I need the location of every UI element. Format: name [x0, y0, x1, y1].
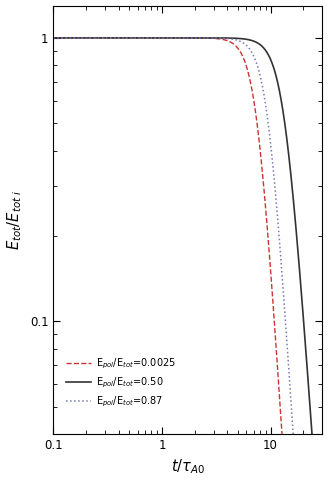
E$_{pol}$/E$_{tot}$=0.0025: [98, 35, 102, 41]
E$_{pol}$/E$_{tot}$=0.50: [154, 35, 158, 41]
E$_{pol}$/E$_{tot}$=0.50: [286, 147, 290, 153]
E$_{pol}$/E$_{tot}$=0.50: [51, 35, 55, 41]
E$_{pol}$/E$_{tot}$=0.0025: [51, 35, 55, 41]
Line: E$_{pol}$/E$_{tot}$=0.50: E$_{pol}$/E$_{tot}$=0.50: [53, 38, 322, 482]
E$_{pol}$/E$_{tot}$=0.87: [82, 35, 86, 41]
E$_{pol}$/E$_{tot}$=0.87: [98, 35, 102, 41]
E$_{pol}$/E$_{tot}$=0.87: [166, 35, 170, 41]
E$_{pol}$/E$_{tot}$=0.50: [166, 35, 170, 41]
E$_{pol}$/E$_{tot}$=0.50: [98, 35, 102, 41]
X-axis label: $t/\tau_{A0}$: $t/\tau_{A0}$: [171, 458, 205, 476]
E$_{pol}$/E$_{tot}$=0.50: [82, 35, 86, 41]
E$_{pol}$/E$_{tot}$=0.0025: [154, 35, 158, 41]
Legend: E$_{pol}$/E$_{tot}$=0.0025, E$_{pol}$/E$_{tot}$=0.50, E$_{pol}$/E$_{tot}$=0.87: E$_{pol}$/E$_{tot}$=0.0025, E$_{pol}$/E$…: [64, 354, 178, 412]
E$_{pol}$/E$_{tot}$=0.0025: [166, 35, 170, 41]
Line: E$_{pol}$/E$_{tot}$=0.0025: E$_{pol}$/E$_{tot}$=0.0025: [53, 38, 322, 482]
E$_{pol}$/E$_{tot}$=0.87: [286, 357, 290, 363]
E$_{pol}$/E$_{tot}$=0.87: [51, 35, 55, 41]
Y-axis label: $E_{tot}/E_{tot\ i}$: $E_{tot}/E_{tot\ i}$: [6, 189, 24, 250]
E$_{pol}$/E$_{tot}$=0.0025: [82, 35, 86, 41]
Line: E$_{pol}$/E$_{tot}$=0.87: E$_{pol}$/E$_{tot}$=0.87: [53, 38, 322, 482]
E$_{pol}$/E$_{tot}$=0.87: [154, 35, 158, 41]
